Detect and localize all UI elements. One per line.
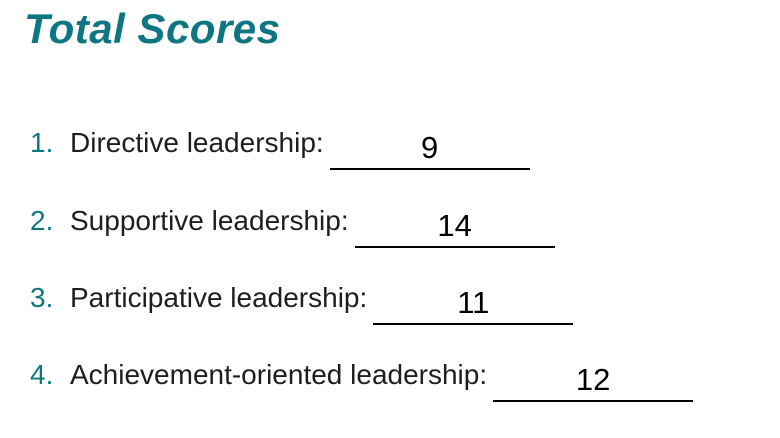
score-blank-line: 11: [373, 285, 574, 326]
score-row-achievement-oriented: 4. Achievement-oriented leadership: 12: [30, 358, 694, 403]
score-label: Achievement-oriented leadership:: [70, 359, 488, 390]
score-blank-line: 9: [329, 130, 530, 171]
score-value: 11: [457, 285, 490, 320]
score-label: Supportive leadership:: [70, 205, 349, 236]
score-label: Directive leadership:: [70, 127, 324, 158]
score-row-supportive: 2. Supportive leadership: 14: [30, 204, 555, 249]
page-title: Total Scores: [24, 5, 281, 52]
score-value: 12: [575, 362, 611, 397]
score-row-directive: 1. Directive leadership: 9: [30, 126, 530, 171]
score-blank-line: 14: [354, 208, 555, 249]
score-blank-line: 12: [493, 362, 694, 403]
list-number: 4.: [30, 359, 54, 390]
list-number: 2.: [30, 205, 54, 236]
list-number: 3.: [30, 282, 54, 313]
list-number: 1.: [30, 127, 54, 158]
score-value: 14: [437, 208, 472, 243]
score-value: 9: [421, 130, 439, 165]
score-label: Participative leadership:: [70, 282, 368, 313]
score-row-participative: 3. Participative leadership: 11: [30, 281, 574, 326]
